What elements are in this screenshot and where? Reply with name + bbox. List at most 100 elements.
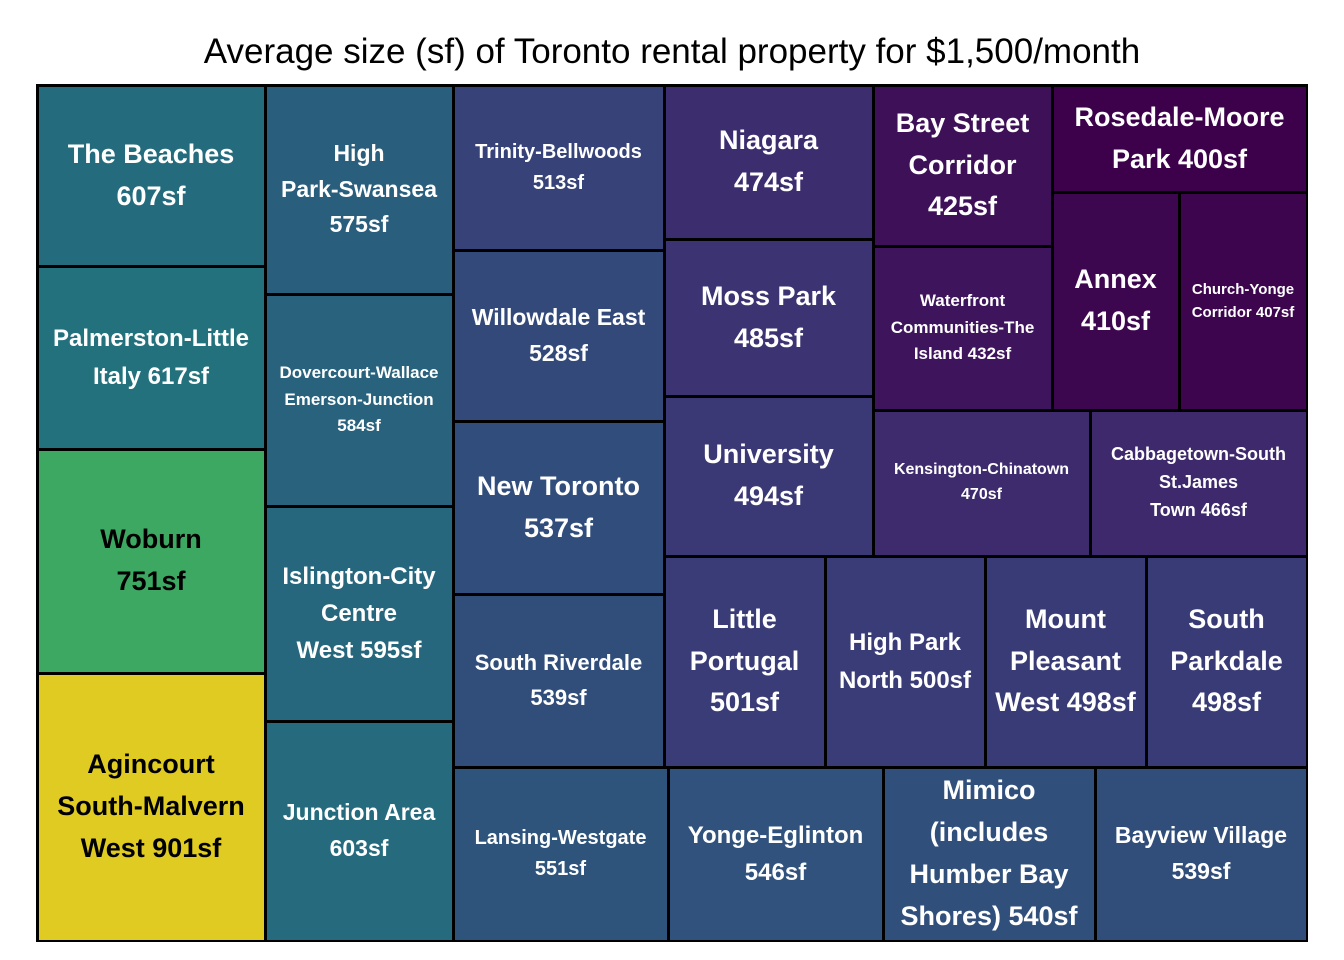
cell-label: Waterfront <box>919 291 1006 311</box>
cell-label: Parkdale <box>1170 645 1283 676</box>
cell-label: Yonge-Eglinton <box>687 821 864 849</box>
treemap-cell: Moss Park 485sf <box>665 240 872 395</box>
cell-label: Cabbagetown-South <box>1111 444 1286 465</box>
cell-label: Park 400sf <box>1111 143 1248 174</box>
treemap-cell: Cabbagetown-South St.James Town 466sf <box>1091 411 1306 555</box>
cell-label: 425sf <box>927 191 998 222</box>
cell-label: Islington-City <box>282 562 436 590</box>
treemap-cell: Junction Area 603sf <box>266 722 452 940</box>
cell-label: South-Malvern <box>57 791 245 822</box>
cell-label: Agincourt <box>87 749 215 780</box>
treemap-cell: Rosedale-Moore Park 400sf <box>1053 86 1306 191</box>
cell-label: Mimico <box>942 775 1036 806</box>
treemap-cell: Agincourt South-Malvern West 901sf <box>38 674 264 940</box>
cell-label: Centre <box>320 599 398 627</box>
cell-label: 751sf <box>116 566 186 596</box>
treemap-cell: Dovercourt-Wallace Emerson-Junction 584sf <box>266 295 452 505</box>
cell-label: 539sf <box>1171 858 1231 884</box>
cell-label: Island 432sf <box>913 344 1012 364</box>
treemap-cell: Willowdale East 528sf <box>454 251 663 420</box>
cell-label: 501sf <box>709 687 780 718</box>
cell-label: 539sf <box>530 684 587 710</box>
treemap-cell: High Park North 500sf <box>826 557 984 766</box>
cell-label: West 595sf <box>296 637 422 665</box>
cell-label: Corridor <box>908 149 1017 180</box>
cell-label: 551sf <box>534 858 587 880</box>
cell-label: Shores) 540sf <box>900 900 1078 931</box>
treemap-cell: Annex 410sf <box>1053 193 1178 409</box>
cell-label: Palmerston-Little <box>52 325 250 353</box>
treemap-cell: Church-Yonge Corridor 407sf <box>1180 193 1306 409</box>
cell-label: The Beaches <box>67 138 235 169</box>
cell-label: South Riverdale <box>474 650 643 676</box>
cell-label: 528sf <box>529 339 588 366</box>
cell-label: 513sf <box>532 171 585 194</box>
cell-label: Trinity-Bellwoods <box>475 140 642 163</box>
cell-label: Lansing-Westgate <box>474 827 647 849</box>
treemap-cell: Islington-City Centre West 595sf <box>266 507 452 720</box>
treemap-cell: Yonge-Eglinton 546sf <box>669 768 882 940</box>
cell-label: Humber Bay <box>909 859 1069 889</box>
cell-label: 498sf <box>1191 687 1262 718</box>
cell-label: Woburn <box>100 524 202 555</box>
cell-label: Junction Area <box>282 799 436 826</box>
cell-label: 410sf <box>1080 306 1151 336</box>
cell-label: Bay Street <box>895 107 1030 138</box>
cell-label: North 500sf <box>838 666 972 694</box>
treemap-cell: Little Portugal 501sf <box>665 557 824 766</box>
cell-label: Kensington-Chinatown <box>893 461 1070 479</box>
cell-label: 474sf <box>733 167 804 197</box>
treemap-cell: Mount Pleasant West 498sf <box>986 557 1145 766</box>
cell-label: Niagara <box>718 125 819 156</box>
treemap-cell: Bayview Village 539sf <box>1096 768 1306 940</box>
cell-label: 470sf <box>961 486 1002 503</box>
cell-label: Church-Yonge <box>1191 280 1295 298</box>
cell-label: South <box>1188 603 1265 634</box>
cell-label: 537sf <box>523 512 594 543</box>
treemap-cell: Palmerston-Little Italy 617sf <box>38 267 264 448</box>
cell-label: Italy 617sf <box>92 362 210 390</box>
cell-label: 485sf <box>733 322 804 353</box>
cell-label: 607sf <box>116 180 186 211</box>
cell-label: Corridor 407sf <box>1191 304 1295 321</box>
cell-label: Portugal <box>689 645 800 676</box>
treemap-cell: South Riverdale 539sf <box>454 595 663 766</box>
treemap-cell: University 494sf <box>665 397 872 555</box>
treemap-cell: New Toronto 537sf <box>454 422 663 593</box>
cell-label: New Toronto <box>477 470 640 501</box>
treemap-cell: Trinity-Bellwoods 513sf <box>454 86 663 249</box>
treemap-cell: Woburn 751sf <box>38 450 264 672</box>
cell-label: 546sf <box>744 859 807 886</box>
cell-label: West 901sf <box>80 832 222 863</box>
treemap-cell: High Park-Swansea 575sf <box>266 86 452 293</box>
cell-label: Communities-The <box>890 317 1035 337</box>
cell-label: 603sf <box>329 835 389 861</box>
cell-label: Little <box>712 603 777 634</box>
cell-label: Pleasant <box>1009 645 1122 676</box>
treemap-cell: Bay Street Corridor 425sf <box>874 86 1051 245</box>
treemap-cell: Mimico (includes Humber Bay Shores) 540sf <box>884 768 1094 940</box>
cell-label: High <box>333 140 385 167</box>
cell-label: Emerson-Junction <box>284 389 434 409</box>
treemap: The Beaches 607sf Palmerston-Little Italy 6… <box>36 84 1308 942</box>
cell-label: Moss Park <box>700 280 837 311</box>
cell-label: Dovercourt-Wallace <box>279 363 439 383</box>
cell-label: (includes <box>929 817 1049 848</box>
cell-label: Mount <box>1025 603 1106 634</box>
cell-label: 584sf <box>337 416 381 436</box>
cell-label: Park-Swansea <box>281 175 437 202</box>
cell-label: West 498sf <box>995 687 1136 718</box>
treemap-cell: South Parkdale 498sf <box>1147 557 1306 766</box>
cell-label: 494sf <box>733 481 804 511</box>
treemap-cell: Lansing-Westgate 551sf <box>454 768 667 940</box>
cell-label: 575sf <box>329 211 389 238</box>
cell-label: Annex <box>1074 264 1157 295</box>
cell-label: Rosedale-Moore <box>1074 101 1285 132</box>
treemap-cell: Niagara 474sf <box>665 86 872 238</box>
cell-label: Bayview Village <box>1114 822 1288 849</box>
chart-title: Average size (sf) of Toronto rental prop… <box>203 32 1141 71</box>
cell-label: Willowdale East <box>471 303 646 330</box>
cell-label: Town 466sf <box>1150 499 1247 520</box>
cell-label: University <box>703 439 834 470</box>
treemap-cell: Waterfront Communities-The Island 432sf <box>874 247 1051 409</box>
